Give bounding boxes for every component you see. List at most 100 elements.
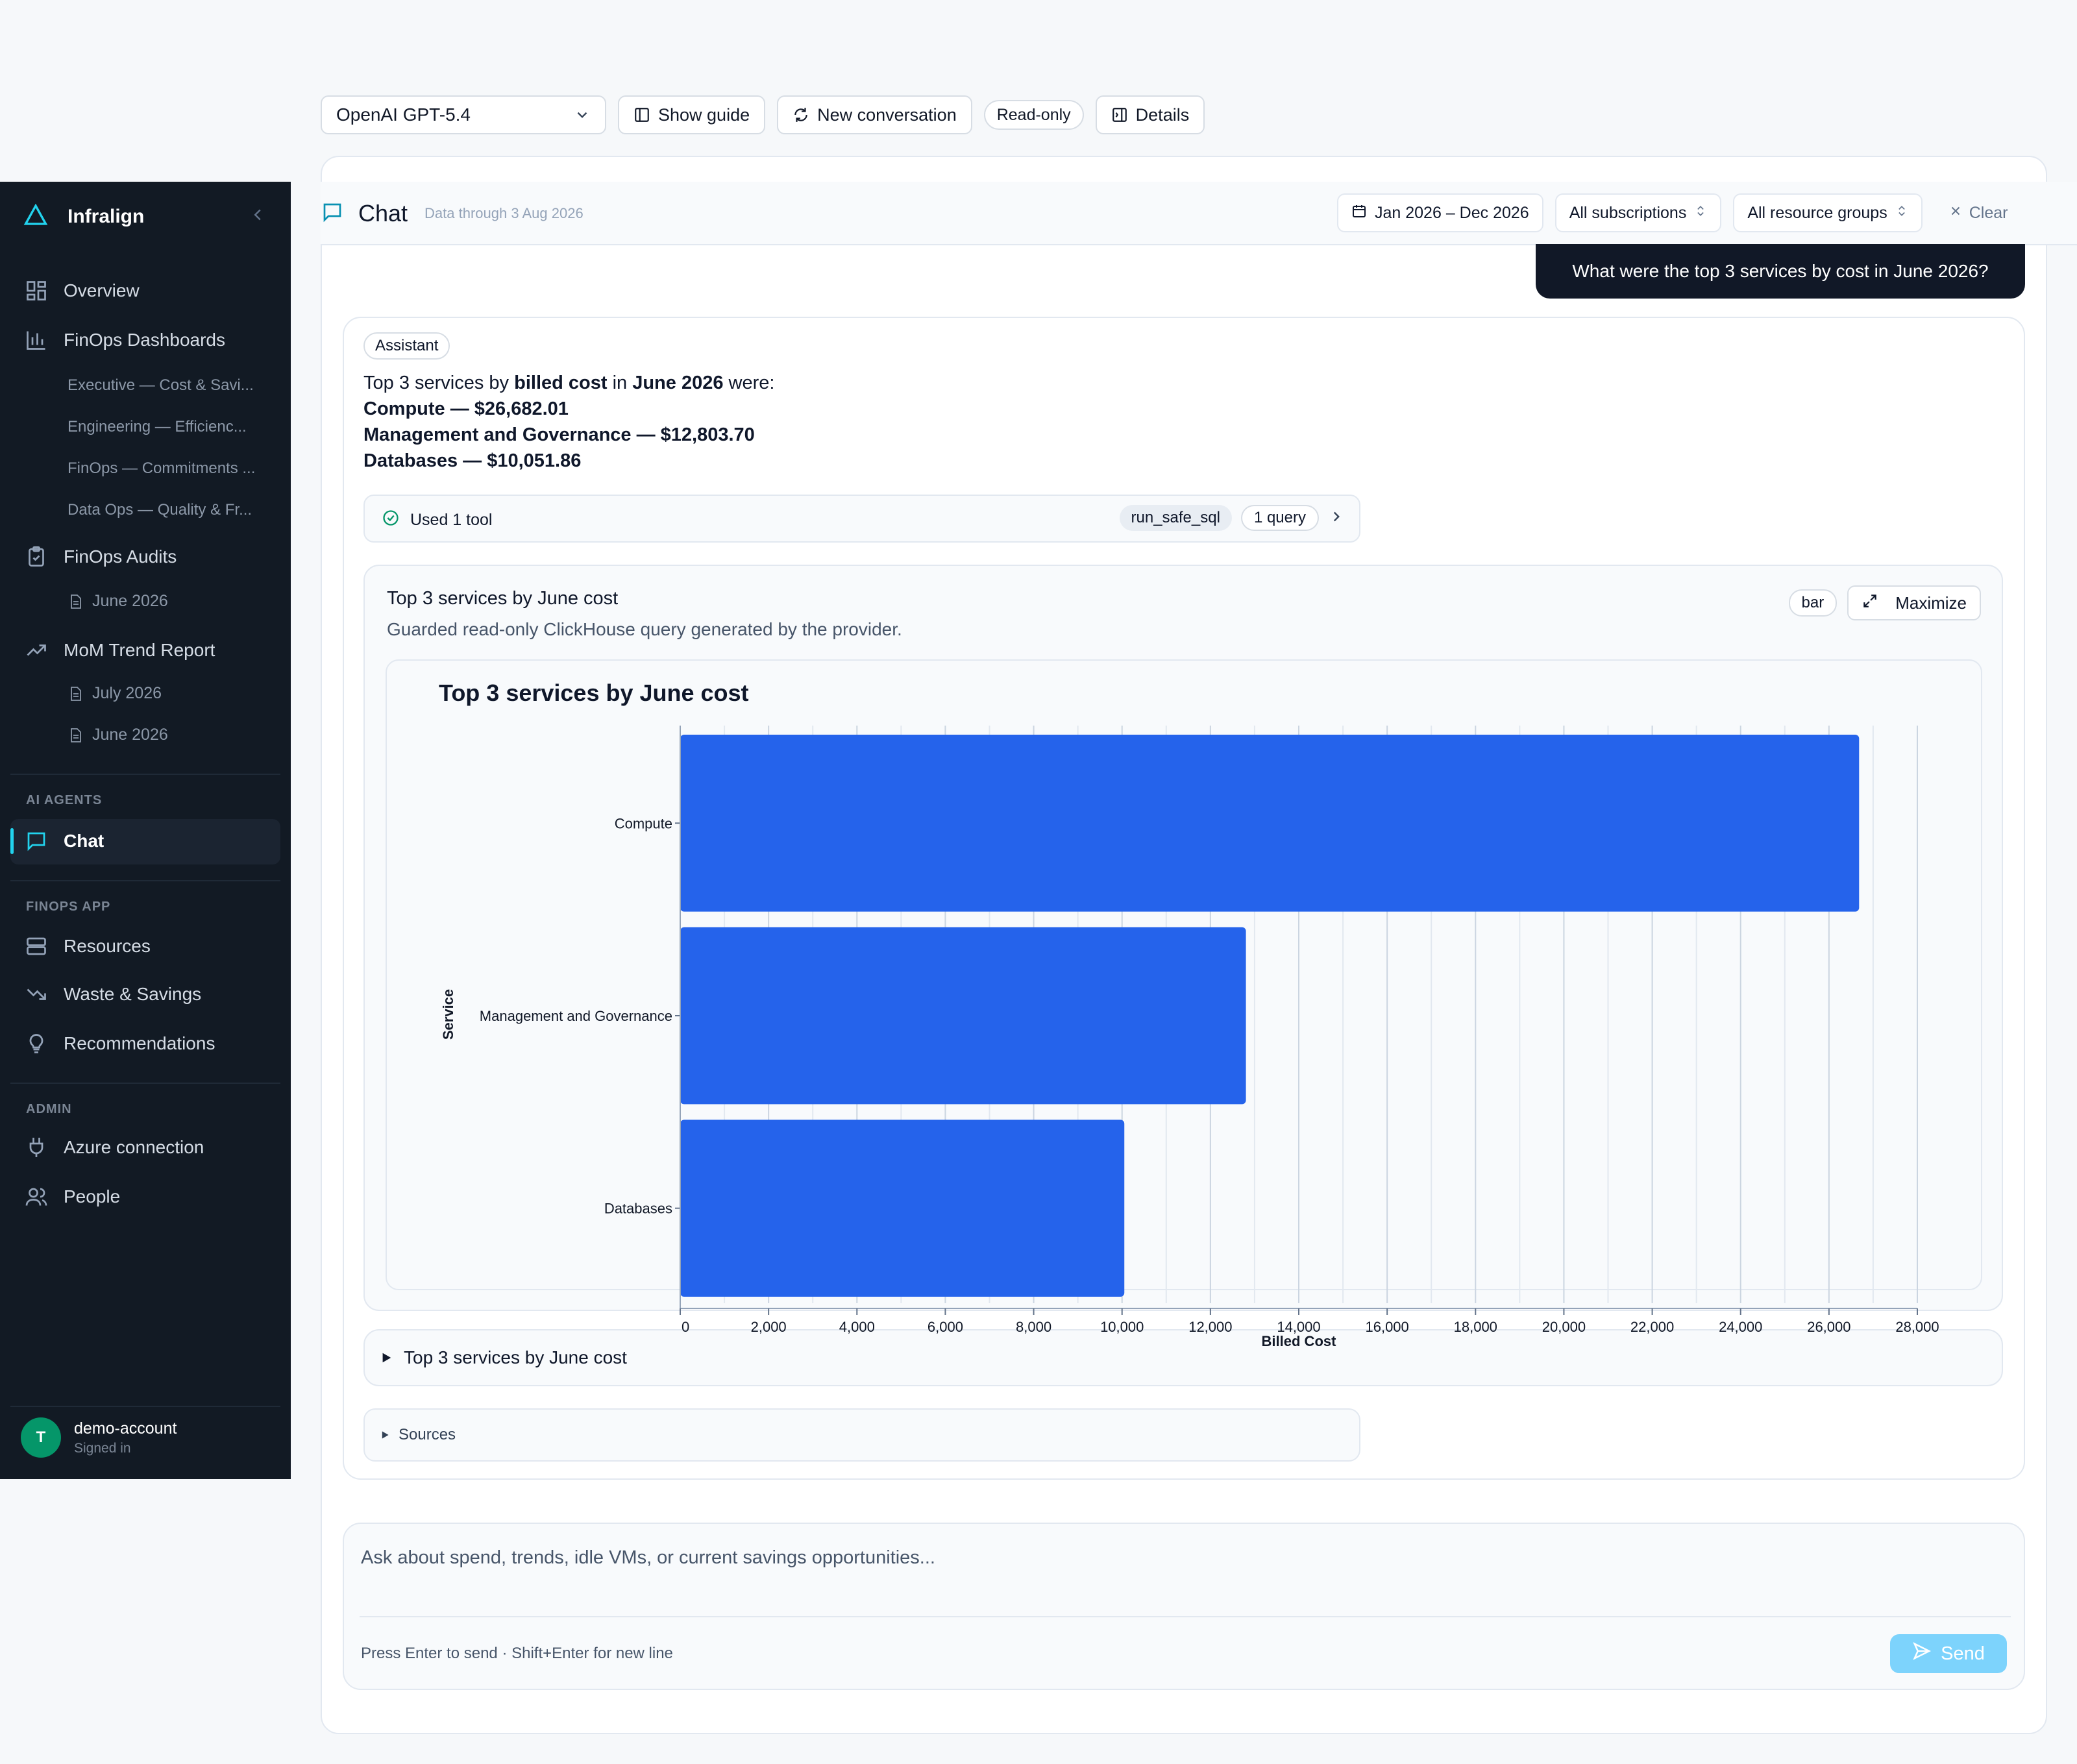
date-range-picker[interactable]: Jan 2026 – Dec 2026	[1337, 193, 1543, 232]
sidebar-item-label: Overview	[64, 280, 140, 300]
date-range-value: Jan 2026 – Dec 2026	[1375, 203, 1529, 222]
grid-icon	[25, 279, 48, 302]
subscriptions-value: All subscriptions	[1569, 203, 1687, 222]
chevron-right-icon	[1328, 508, 1345, 528]
sidebar-subitem-mom-june[interactable]: June 2026	[68, 726, 168, 744]
user-message-text: What were the top 3 services by cost in …	[1572, 261, 1989, 281]
sidebar-item-resources[interactable]: Resources	[25, 935, 151, 958]
answer-line: Databases — $10,051.86	[363, 450, 582, 471]
close-icon	[1948, 204, 1963, 223]
sidebar-item-finops-dashboards[interactable]: FinOps Dashboards	[25, 328, 225, 352]
user-name: demo-account	[74, 1419, 177, 1438]
sidebar-item-recommendations[interactable]: Recommendations	[25, 1032, 215, 1055]
send-button[interactable]: Send	[1890, 1634, 2007, 1673]
sidebar-item-label: People	[64, 1186, 121, 1207]
sidebar-subitem-mom-july[interactable]: July 2026	[68, 684, 162, 703]
sidebar-subitem-label: June 2026	[92, 726, 168, 744]
bar-chart-icon	[25, 328, 48, 352]
chevrons-up-down-icon	[1895, 203, 1908, 223]
refresh-icon	[793, 106, 809, 123]
maximize-label: Maximize	[1895, 593, 1967, 613]
trending-up-icon	[25, 639, 48, 662]
sidebar-item-overview[interactable]: Overview	[25, 279, 140, 302]
page-title: Chat	[358, 200, 408, 227]
sidebar-subitem-label: June 2026	[92, 592, 168, 610]
active-indicator	[10, 828, 14, 854]
caret-right-icon	[380, 1347, 392, 1368]
read-only-label: Read-only	[996, 105, 1071, 124]
active-item-highlight	[10, 819, 280, 864]
details-label: Details	[1135, 104, 1190, 125]
details-button[interactable]: Details	[1095, 95, 1205, 134]
composer-divider	[360, 1616, 2011, 1617]
send-label: Send	[1941, 1643, 1985, 1664]
sidebar-subitem-engineering[interactable]: Engineering — Efficienc...	[68, 418, 247, 435]
user-status: Signed in	[74, 1440, 131, 1456]
sidebar-item-chat[interactable]: Chat	[25, 829, 104, 853]
sidebar-item-label: Resources	[64, 936, 151, 956]
brand[interactable]: Infralign	[23, 203, 145, 229]
sidebar-subitem-executive[interactable]: Executive — Cost & Savi...	[68, 376, 254, 394]
brand-name: Infralign	[68, 205, 145, 227]
top-toolbar: OpenAI GPT-5.4 Show guide New conversati…	[321, 95, 1205, 135]
resource-groups-select[interactable]: All resource groups	[1733, 193, 1923, 232]
user-message: What were the top 3 services by cost in …	[1536, 244, 2025, 299]
chart-type-badge: bar	[1788, 589, 1837, 617]
maximize-icon	[1862, 593, 1878, 614]
sidebar-item-label: Azure connection	[64, 1137, 204, 1157]
read-only-badge: Read-only	[983, 100, 1084, 130]
new-conversation-button[interactable]: New conversation	[777, 95, 972, 134]
maximize-button[interactable]: Maximize	[1847, 585, 1981, 620]
check-circle-icon	[382, 509, 400, 532]
chevrons-up-down-icon	[1694, 203, 1707, 223]
answer-intro: Top 3 services by billed cost in June 20…	[363, 373, 775, 393]
sidebar-item-people[interactable]: People	[25, 1185, 120, 1208]
sidebar-subitem-data-ops[interactable]: Data Ops — Quality & Fr...	[68, 501, 252, 519]
message-composer: Press Enter to send · Shift+Enter for ne…	[343, 1523, 2025, 1690]
sidebar-divider	[10, 774, 280, 775]
section-label-ai-agents: AI AGENTS	[26, 793, 103, 807]
assistant-badge: Assistant	[363, 332, 450, 360]
answer-line: Management and Governance — $12,803.70	[363, 424, 755, 445]
trending-down-icon	[25, 983, 48, 1006]
resource-groups-value: All resource groups	[1747, 203, 1887, 222]
message-input[interactable]	[361, 1538, 1984, 1577]
show-guide-button[interactable]: Show guide	[618, 95, 766, 134]
logo-icon	[23, 203, 48, 229]
calendar-icon	[1351, 203, 1367, 223]
sidebar-divider	[10, 1406, 280, 1407]
sidebar-subitem-label: July 2026	[92, 684, 162, 702]
document-icon	[68, 686, 83, 702]
clipboard-icon	[25, 545, 48, 569]
sidebar-item-waste-savings[interactable]: Waste & Savings	[25, 983, 201, 1006]
sources-toggle[interactable]: Sources	[363, 1408, 1360, 1462]
sidebar-item-label: FinOps Dashboards	[64, 330, 226, 350]
sidebar-subitem-audit-june[interactable]: June 2026	[68, 592, 168, 611]
document-icon	[68, 728, 83, 743]
data-freshness: Data through 3 Aug 2026	[424, 205, 584, 221]
server-icon	[25, 935, 48, 958]
users-icon	[25, 1185, 48, 1208]
sidebar-item-azure-connection[interactable]: Azure connection	[25, 1136, 204, 1159]
caret-right-icon	[380, 1426, 389, 1444]
send-icon	[1912, 1641, 1932, 1666]
chart-details-toggle[interactable]: Top 3 services by June cost	[363, 1329, 2003, 1386]
tool-chips: run_safe_sql 1 query	[1119, 505, 1346, 531]
sidebar-item-label: FinOps Audits	[64, 546, 177, 567]
sidebar-subitem-finops[interactable]: FinOps — Commitments ...	[68, 459, 256, 477]
chart-card-title: Top 3 services by June cost	[387, 588, 619, 609]
subscriptions-select[interactable]: All subscriptions	[1555, 193, 1722, 232]
clear-filters-button[interactable]: Clear	[1948, 204, 2008, 223]
sidebar-item-mom-trend[interactable]: MoM Trend Report	[25, 639, 215, 662]
tool-usage-toggle[interactable]: Used 1 tool run_safe_sql 1 query	[363, 495, 1360, 543]
document-icon	[68, 594, 83, 609]
model-select-value: OpenAI GPT-5.4	[336, 104, 471, 125]
collapse-sidebar-button[interactable]	[248, 205, 267, 228]
sidebar-item-finops-audits[interactable]: FinOps Audits	[25, 545, 177, 569]
query-count-chip: 1 query	[1240, 505, 1319, 531]
user-profile[interactable]: T demo-account Signed in	[21, 1417, 177, 1458]
section-label-admin: ADMIN	[26, 1102, 72, 1116]
model-select[interactable]: OpenAI GPT-5.4	[321, 95, 606, 134]
chart-card-subtitle: Guarded read-only ClickHouse query gener…	[387, 619, 902, 639]
chart-card-actions: bar Maximize	[1788, 585, 1981, 620]
